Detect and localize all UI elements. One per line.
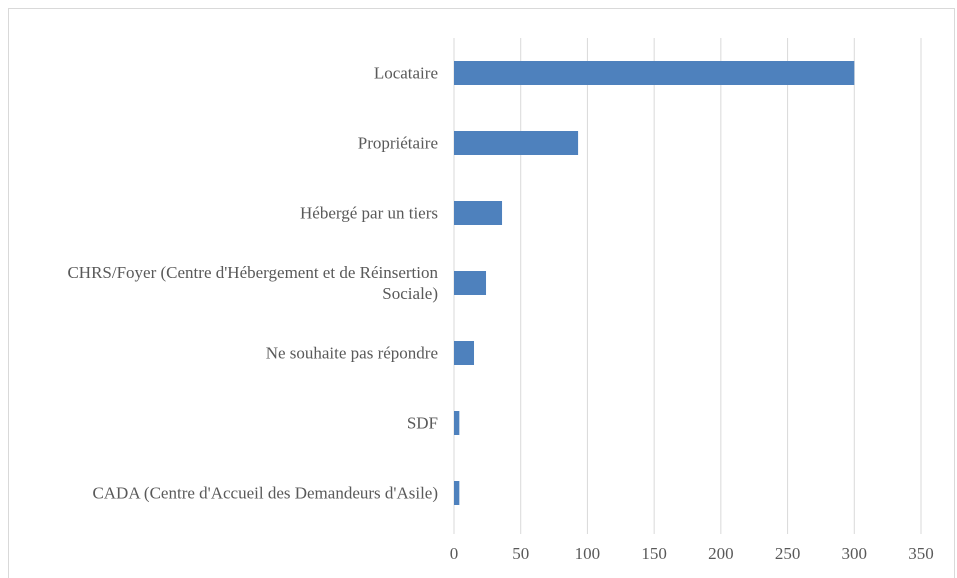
bar (454, 131, 579, 155)
x-tick-label: 150 (641, 544, 667, 563)
chart-frame (8, 8, 955, 578)
x-tick-label: 350 (908, 544, 934, 563)
x-tick-label: 250 (775, 544, 801, 563)
x-tick-label: 0 (450, 544, 459, 563)
bar (454, 411, 460, 435)
x-tick-label: 200 (708, 544, 734, 563)
bar (454, 271, 487, 295)
x-tick-label: 100 (575, 544, 601, 563)
x-tick-label: 50 (512, 544, 529, 563)
bar (454, 481, 460, 505)
y-tick-label: CADA (Centre d'Accueil des Demandeurs d'… (92, 483, 438, 503)
x-tick-label: 300 (842, 544, 868, 563)
y-tick-label: Hébergé par un tiers (300, 203, 438, 223)
y-tick-label: SDF (406, 413, 438, 433)
bar (454, 61, 855, 85)
y-tick-label: Propriétaire (357, 133, 438, 153)
bar (454, 341, 475, 365)
y-tick-label: Locataire (373, 63, 438, 83)
y-tick-label: Ne souhaite pas répondre (265, 343, 438, 363)
y-tick-label: CHRS/Foyer (Centre d'Hébergement et de R… (67, 263, 438, 303)
bar (454, 201, 503, 225)
